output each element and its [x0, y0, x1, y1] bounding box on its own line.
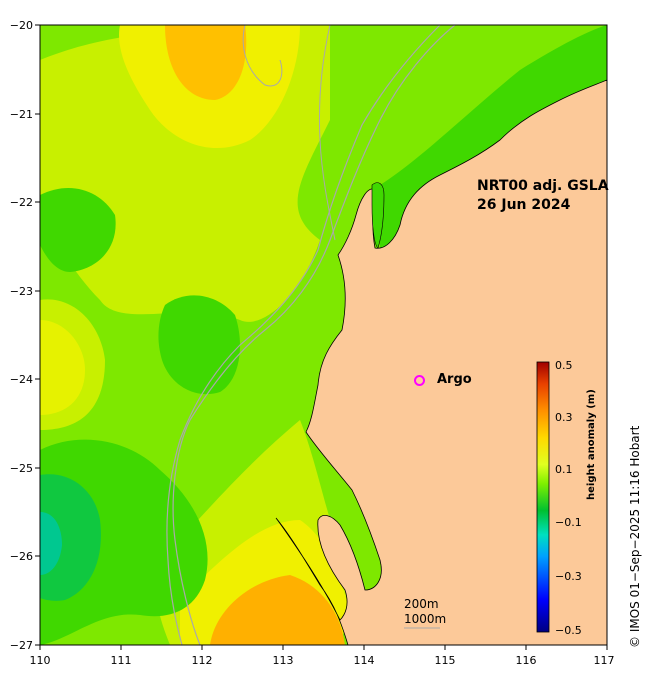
- colorbar-tick-label: −0.3: [555, 570, 582, 583]
- map-date: 26 Jun 2024: [477, 197, 571, 213]
- lat-tick-label: −27: [10, 639, 33, 652]
- anomaly-contour-teal: [40, 512, 62, 575]
- credit-text: © IMOS 01−Sep−2025 11:16 Hobart: [628, 425, 642, 648]
- isobath-200m-label: 200m: [404, 597, 439, 611]
- isobath-200m: [172, 25, 456, 645]
- argo-label: Argo: [437, 372, 472, 387]
- lon-tick-label: 116: [516, 654, 537, 667]
- isobath-inner: [242, 25, 336, 241]
- anomaly-contour-green-west: [40, 187, 116, 272]
- map-title: NRT00 adj. GSLA: [477, 178, 609, 194]
- land-mass: [275, 79, 607, 645]
- lon-axis: 110 111 112 113 114 115 116 117: [30, 645, 615, 667]
- lon-tick-label: 112: [192, 654, 213, 667]
- colorbar-tick-label: 0.5: [555, 359, 573, 372]
- anomaly-contour-orange-north: [165, 25, 247, 100]
- colorbar-tick-label: 0.1: [555, 463, 573, 476]
- colorbar-tick-label: 0.3: [555, 411, 573, 424]
- colorbar-tick-label: −0.1: [555, 516, 582, 529]
- argo-float-marker: [414, 375, 425, 386]
- colorbar-tick-label: −0.5: [555, 624, 582, 637]
- lon-tick-label: 113: [273, 654, 294, 667]
- plot-frame: [39, 24, 608, 646]
- lat-tick-label: −20: [10, 19, 33, 32]
- lon-tick-label: 115: [435, 654, 456, 667]
- anomaly-contour-yellow-west: [40, 320, 85, 415]
- lat-tick-label: −23: [10, 285, 33, 298]
- cape-range-peninsula: [371, 182, 385, 249]
- anomaly-contour-orange-south: [210, 575, 345, 645]
- map-plot-area: [40, 25, 607, 645]
- isobath-1000m: [166, 25, 441, 645]
- anomaly-contour-green-center: [158, 295, 240, 395]
- lon-tick-label: 110: [30, 654, 51, 667]
- lon-tick-label: 114: [354, 654, 375, 667]
- colorbar-gradient: [536, 361, 550, 633]
- lat-tick-label: −26: [10, 550, 33, 563]
- lat-tick-label: −24: [10, 373, 33, 386]
- colorbar-title: height anomaly (m): [586, 389, 597, 500]
- colorbar: 0.5 0.3 0.1 −0.1 −0.3 −0.5: [536, 359, 582, 637]
- lat-tick-label: −25: [10, 462, 33, 475]
- lon-tick-label: 117: [594, 654, 615, 667]
- lon-tick-label: 111: [111, 654, 132, 667]
- isobath-1000m-label: 1000m: [404, 612, 447, 626]
- lat-axis: −20 −21 −22 −23 −24 −25 −26 −27: [10, 19, 40, 652]
- anomaly-contour-darkgreen: [40, 474, 101, 601]
- lat-tick-label: −22: [10, 196, 33, 209]
- lat-tick-label: −21: [10, 108, 33, 121]
